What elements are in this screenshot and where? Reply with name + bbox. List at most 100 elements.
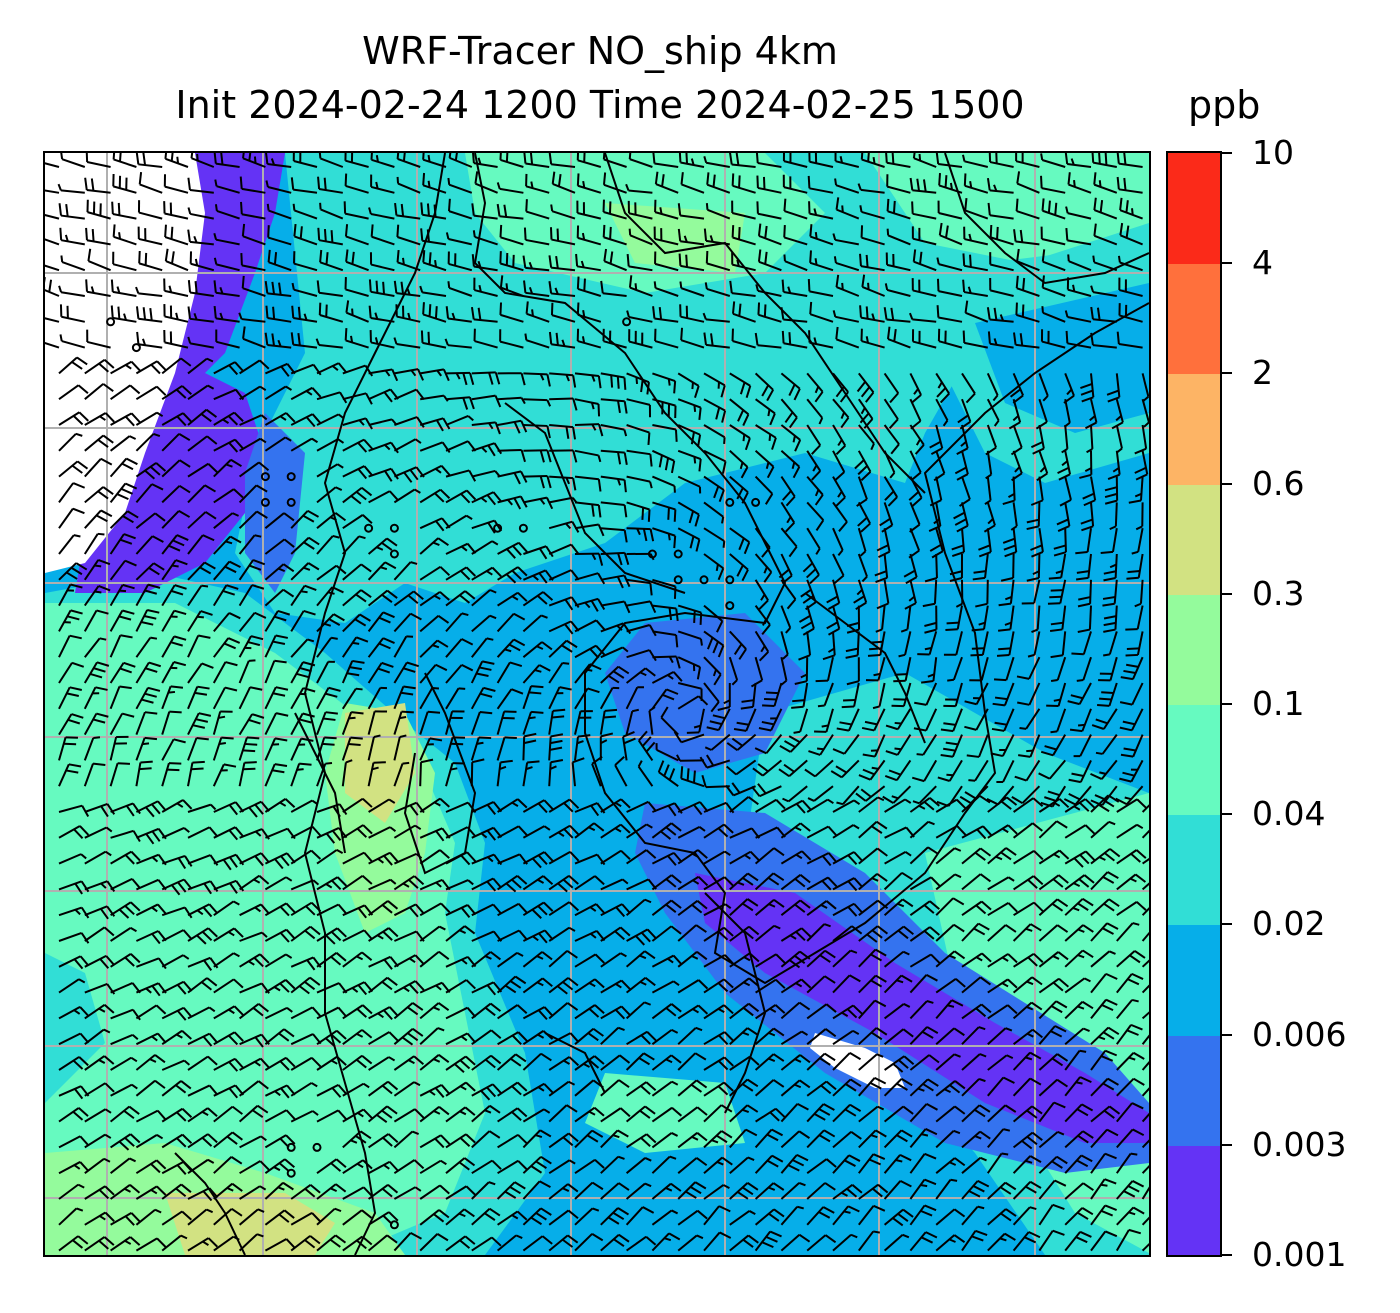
wind-barb-flag xyxy=(370,224,374,237)
wind-barb-flag xyxy=(348,716,356,720)
wind-barb xyxy=(909,527,921,551)
wind-barb xyxy=(651,449,675,462)
wind-barb-flag xyxy=(1133,1077,1145,1086)
wind-barb-flag xyxy=(850,1233,858,1239)
wind-barb xyxy=(732,340,756,349)
wind-barb-flag xyxy=(975,602,988,608)
wind-barb-flag xyxy=(122,515,134,524)
wind-barb xyxy=(445,590,466,607)
wind-barb-flag xyxy=(1103,628,1116,633)
wind-barb xyxy=(780,927,803,942)
wind-barb-flag xyxy=(202,1190,213,1202)
wind-barb-flag xyxy=(57,183,62,191)
wind-barb-flag xyxy=(518,929,528,941)
wind-barb-flag xyxy=(435,520,445,532)
wind-barb-flag xyxy=(1083,874,1095,884)
wind-barb-flag xyxy=(363,1186,373,1197)
wind-barb-flag xyxy=(335,1183,347,1193)
wind-barb-flag xyxy=(742,1108,750,1114)
wind-barb-flag xyxy=(378,616,391,624)
wind-barb xyxy=(215,317,240,323)
wind-barb-flag xyxy=(105,955,116,966)
wind-barb xyxy=(109,662,125,684)
wind-barb-flag xyxy=(924,647,932,651)
wind-barb-flag xyxy=(484,955,492,960)
wind-barb-flag xyxy=(614,801,622,808)
wind-barb xyxy=(548,596,573,607)
wind-barb-flag xyxy=(1054,202,1058,216)
wind-barb-flag xyxy=(665,1058,673,1064)
wind-barb xyxy=(677,527,700,541)
wind-barb xyxy=(238,1233,258,1252)
wind-barb-flag xyxy=(1102,1082,1115,1091)
wind-barb xyxy=(1038,849,1061,865)
wind-barb-flag xyxy=(74,908,81,916)
wind-barb-flag xyxy=(337,438,345,444)
wind-barb-flag xyxy=(891,153,895,165)
wind-barb-flag xyxy=(717,1060,729,1071)
wind-barb-flag xyxy=(755,284,759,292)
wind-barb xyxy=(83,763,94,787)
wind-barb-flag xyxy=(345,300,350,313)
wind-barb-flag xyxy=(465,979,476,990)
wind-barb xyxy=(268,261,292,272)
wind-barb xyxy=(651,1106,673,1123)
wind-barb xyxy=(677,398,702,409)
wind-barb-flag xyxy=(413,1081,421,1087)
wind-barb-flag xyxy=(615,983,622,989)
wind-barb xyxy=(213,361,236,375)
wind-barb-flag xyxy=(205,511,217,520)
wind-barb-flag xyxy=(465,514,473,520)
wind-barb xyxy=(883,476,898,498)
wind-barb-flag xyxy=(723,926,734,937)
wind-barb-flag xyxy=(378,642,391,650)
wind-barb xyxy=(110,1008,134,1020)
wind-barb-flag xyxy=(1026,1032,1034,1038)
wind-barb xyxy=(342,1054,363,1071)
wind-barb xyxy=(754,847,775,865)
wind-barb-flag xyxy=(136,331,140,345)
wind-barb xyxy=(1064,450,1072,475)
wind-barb xyxy=(961,900,983,917)
wind-barb xyxy=(419,417,444,426)
wind-barb xyxy=(396,214,421,220)
wind-barb-flag xyxy=(505,283,509,291)
wind-barb-flag xyxy=(278,567,286,573)
wind-barb-flag xyxy=(1104,1204,1118,1212)
wind-barb-flag xyxy=(543,901,554,912)
wind-barb xyxy=(912,212,937,220)
wind-barb xyxy=(677,1079,698,1097)
wind-barb xyxy=(835,262,860,272)
wind-barb-flag xyxy=(548,255,553,268)
wind-barb-flag xyxy=(283,563,295,573)
wind-barb-flag xyxy=(591,374,596,382)
wind-barb-flag xyxy=(757,783,767,795)
wind-barb xyxy=(986,424,998,448)
wind-barb-flag xyxy=(530,181,534,189)
colorbar-tick-mark xyxy=(1222,923,1232,926)
wind-barb xyxy=(651,954,675,968)
wind-barb xyxy=(703,954,726,968)
wind-barb xyxy=(445,1055,467,1071)
wind-barb xyxy=(419,441,443,452)
wind-barb-flag xyxy=(177,857,187,870)
wind-barb xyxy=(858,1077,876,1097)
wind-barb-flag xyxy=(591,1232,604,1242)
wind-barb-flag xyxy=(987,202,991,216)
wind-barb-flag xyxy=(153,562,165,571)
wind-barb-flag xyxy=(1077,723,1085,727)
wind-barb-flag xyxy=(572,450,578,463)
wind-barb xyxy=(342,364,366,375)
wind-barb-flag xyxy=(361,951,373,961)
wind-barb xyxy=(84,1028,105,1045)
colorbar-tick-mark xyxy=(1222,1143,1232,1146)
wind-barb-flag xyxy=(1100,1055,1114,1062)
map-panel xyxy=(43,151,1151,1257)
wind-barb-flag xyxy=(944,175,948,188)
wind-barb-flag xyxy=(552,708,566,712)
wind-barb-flag xyxy=(963,173,967,186)
wind-barb-flag xyxy=(1078,878,1090,888)
wind-barb-flag xyxy=(896,979,904,984)
wind-barb-flag xyxy=(673,535,677,549)
wind-barb-flag xyxy=(723,1081,734,1092)
